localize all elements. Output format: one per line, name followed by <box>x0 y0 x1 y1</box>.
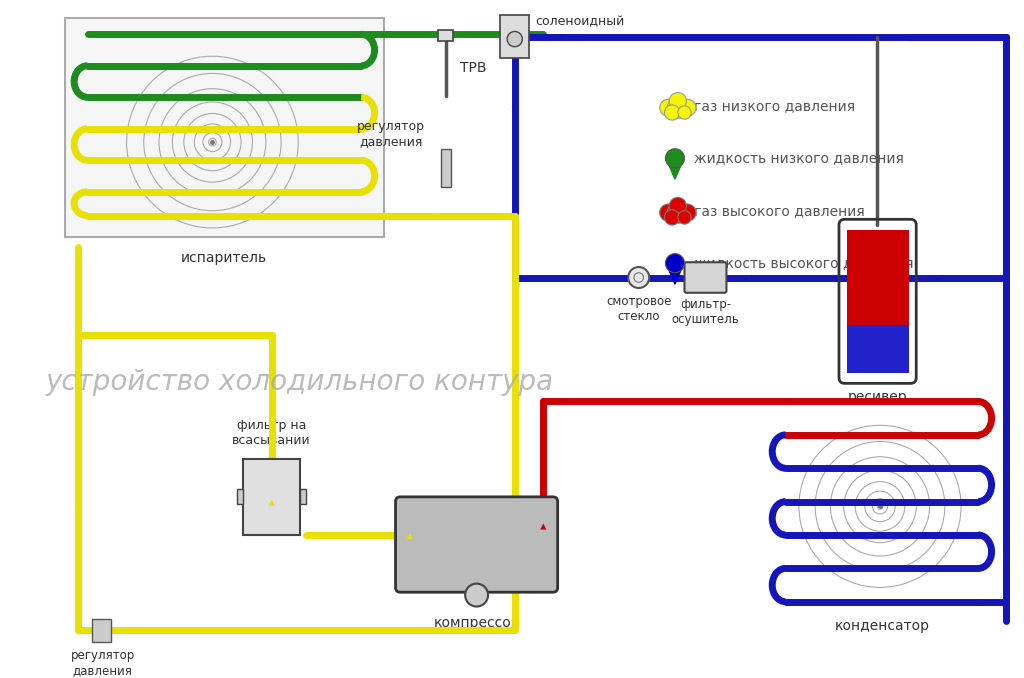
Text: жидкость высокого давления: жидкость высокого давления <box>694 256 913 271</box>
FancyBboxPatch shape <box>395 497 558 592</box>
Bar <box>847 325 908 373</box>
Text: соленоидный
клапан: соленоидный клапан <box>536 16 625 43</box>
Circle shape <box>670 92 686 110</box>
Bar <box>300 490 306 504</box>
Text: фильтр на
всасывании: фильтр на всасывании <box>232 419 311 447</box>
Text: ресивер: ресивер <box>847 390 907 404</box>
Circle shape <box>629 267 649 288</box>
Circle shape <box>507 31 522 47</box>
Circle shape <box>678 106 691 119</box>
Circle shape <box>678 211 691 224</box>
Circle shape <box>665 105 680 120</box>
Text: конденсатор: конденсатор <box>835 619 930 633</box>
Text: газ низкого давления: газ низкого давления <box>694 99 855 113</box>
Bar <box>243 459 300 535</box>
Circle shape <box>665 210 680 225</box>
Text: устройство холодильного контура: устройство холодильного контура <box>46 368 554 397</box>
Circle shape <box>666 148 684 168</box>
Text: испаритель: испаритель <box>181 251 267 265</box>
Circle shape <box>666 254 684 273</box>
FancyBboxPatch shape <box>684 262 726 293</box>
Bar <box>438 30 453 41</box>
Text: компрессор: компрессор <box>433 616 520 630</box>
Text: жидкость низкого давления: жидкость низкого давления <box>694 151 904 165</box>
Bar <box>65 18 384 237</box>
Circle shape <box>659 99 677 117</box>
Text: фильтр-
осушитель: фильтр- осушитель <box>672 298 739 327</box>
Bar <box>92 619 112 642</box>
Bar <box>441 148 451 187</box>
Text: ТРВ: ТРВ <box>461 61 486 75</box>
Bar <box>847 230 908 325</box>
Text: регулятор
давления: регулятор давления <box>71 650 135 677</box>
Text: смотровое
стекло: смотровое стекло <box>606 295 672 323</box>
Bar <box>238 490 243 504</box>
Circle shape <box>679 204 696 221</box>
Circle shape <box>465 584 488 607</box>
Circle shape <box>668 97 688 118</box>
Text: газ высокого давления: газ высокого давления <box>694 204 865 218</box>
Polygon shape <box>670 166 681 179</box>
Text: регулятор
давления: регулятор давления <box>356 121 425 148</box>
Circle shape <box>668 202 688 223</box>
Circle shape <box>679 99 696 117</box>
Polygon shape <box>670 271 681 284</box>
Circle shape <box>659 204 677 221</box>
Circle shape <box>670 197 686 214</box>
Bar <box>501 15 529 58</box>
